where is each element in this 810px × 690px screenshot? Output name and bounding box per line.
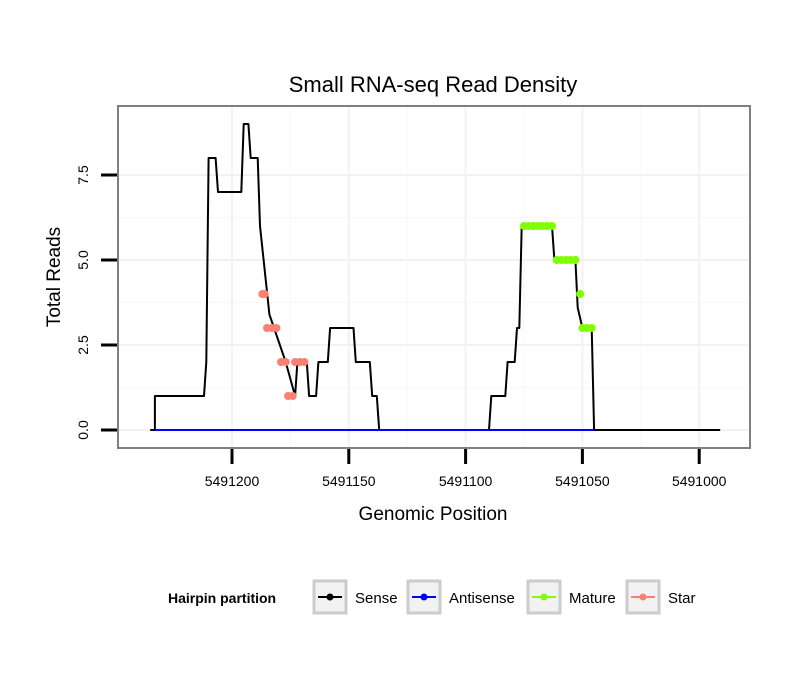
series-mature-point xyxy=(548,222,557,230)
legend-title: Hairpin partition xyxy=(168,590,276,606)
legend-label-sense: Sense xyxy=(355,590,398,607)
plot-panel xyxy=(117,105,751,449)
series-mature-point xyxy=(571,256,580,264)
series-layer xyxy=(150,123,721,431)
x-tick-label: 5491100 xyxy=(439,473,493,489)
y-tick-label: 7.5 xyxy=(75,165,91,185)
legend-label-star: Star xyxy=(668,590,696,607)
x-tick-label: 5491000 xyxy=(672,473,727,489)
chart-title: Small RNA-seq Read Density xyxy=(289,72,578,97)
y-tick-label: 0.0 xyxy=(75,420,91,440)
x-tick-label: 5491050 xyxy=(555,473,610,489)
legend-key-point xyxy=(326,593,334,601)
x-axis-title: Genomic Position xyxy=(359,504,508,525)
series-star-point xyxy=(288,392,297,400)
legend: Hairpin partition Sense Antisense Mature St… xyxy=(168,579,696,615)
series-star-point xyxy=(300,358,309,366)
legend-key-point xyxy=(639,593,647,601)
legend-key-point xyxy=(420,593,428,601)
legend-label-mature: Mature xyxy=(569,590,616,607)
legend-label-antisense: Antisense xyxy=(449,590,515,607)
y-tick-label: 5.0 xyxy=(75,250,91,270)
x-axis: 5491200 5491150 5491100 5491050 5491000 xyxy=(205,449,727,489)
x-tick-label: 5491200 xyxy=(205,473,260,489)
x-tick-label: 5491150 xyxy=(322,473,376,489)
series-star-point xyxy=(281,358,290,366)
series-star-point xyxy=(272,324,281,332)
y-axis-title: Total Reads xyxy=(44,227,65,327)
series-mature-point xyxy=(576,290,585,298)
legend-key-point xyxy=(540,593,548,601)
series-star-point xyxy=(260,290,269,298)
y-tick-label: 2.5 xyxy=(75,335,91,355)
series-mature-point xyxy=(587,324,596,332)
y-axis: 0.0 2.5 5.0 7.5 xyxy=(75,165,117,440)
